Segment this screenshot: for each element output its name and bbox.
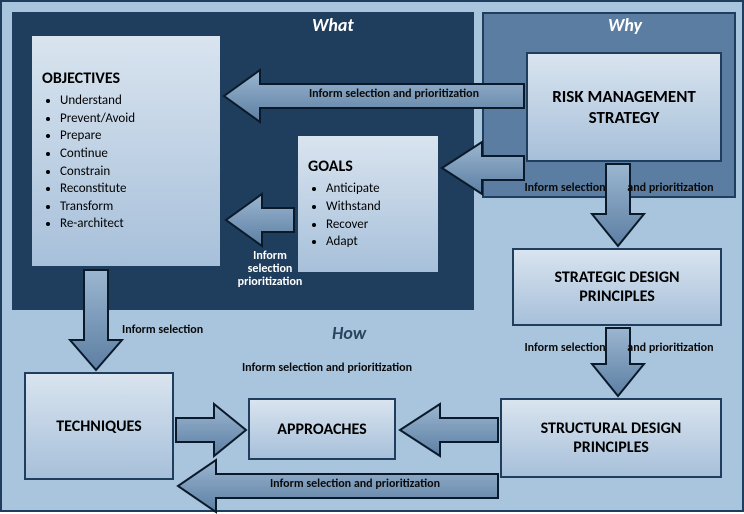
- node-strategic-title: STRATEGIC DESIGN PRINCIPLES: [524, 268, 710, 306]
- label-objectives-techniques: Inform selection: [122, 324, 242, 337]
- region-why-label: Why: [608, 14, 642, 36]
- label-strategic-structural: Inform selection and prioritization: [494, 342, 744, 355]
- node-goals: GOALS Anticipate Withstand Recover Adapt: [296, 134, 440, 274]
- node-risk-title: RISK MANAGEMENT STRATEGY: [538, 86, 710, 128]
- node-risk: RISK MANAGEMENT STRATEGY: [526, 52, 722, 162]
- label-risk-strategic: Inform selection and prioritization: [494, 182, 744, 195]
- node-techniques-title: TECHNIQUES: [56, 417, 142, 436]
- node-approaches-title: APPROACHES: [277, 420, 366, 439]
- node-structural-title: STRUCTURAL DESIGN PRINCIPLES: [512, 419, 710, 457]
- node-objectives-title: OBJECTIVES: [42, 69, 210, 88]
- node-goals-title: GOALS: [308, 157, 428, 176]
- arrow-strategic-structural: [592, 328, 644, 396]
- node-objectives: OBJECTIVES Understand Prevent/Avoid Prep…: [30, 34, 222, 268]
- label-structural-techniques: Inform selection and prioritization: [220, 478, 490, 491]
- node-strategic: STRATEGIC DESIGN PRINCIPLES: [512, 248, 722, 326]
- label-approaches-top: Inform selection and prioritization: [212, 362, 442, 375]
- node-goals-list: Anticipate Withstand Recover Adapt: [308, 180, 428, 250]
- node-structural: STRUCTURAL DESIGN PRINCIPLES: [500, 398, 722, 478]
- label-risk-objectives: Inform selection and prioritization: [266, 88, 522, 101]
- diagram-canvas: What Why How Inform selection and priori…: [0, 0, 744, 512]
- node-objectives-list: Understand Prevent/Avoid Prepare Continu…: [42, 92, 210, 232]
- arrow-techniques-approaches: [176, 404, 246, 456]
- node-approaches: APPROACHES: [248, 398, 396, 460]
- arrow-structural-approaches: [400, 404, 498, 456]
- node-techniques: TECHNIQUES: [24, 372, 174, 480]
- region-what-label: What: [312, 14, 354, 36]
- region-how-label: How: [332, 322, 366, 344]
